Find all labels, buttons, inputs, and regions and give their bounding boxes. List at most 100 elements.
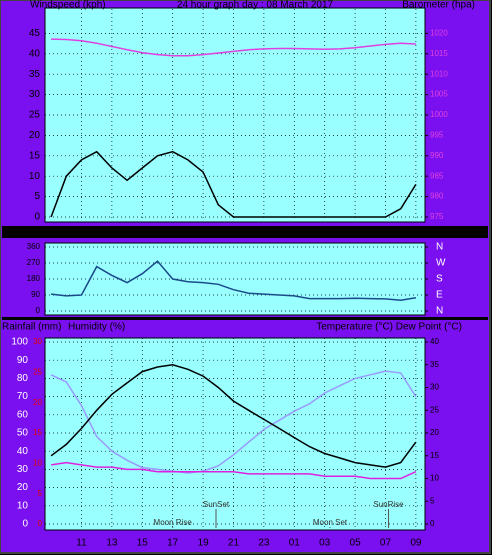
y2-tick-label: 25 xyxy=(430,405,439,414)
rain-tick-label: 5 xyxy=(38,489,43,498)
y2-tick-label: 1005 xyxy=(430,90,448,99)
y2-tick-label: 980 xyxy=(430,192,444,201)
x-tick-label: 11 xyxy=(76,538,87,549)
x-tick-label: 01 xyxy=(289,229,301,240)
x-tick-label: 03 xyxy=(319,229,331,240)
y-tick-label: 0 xyxy=(34,212,40,223)
y2-tick-label: 20 xyxy=(430,428,439,437)
y2-tick-label: N xyxy=(436,242,443,253)
annotation: Moon Set xyxy=(313,518,348,527)
y2-tick-label: 1020 xyxy=(430,29,448,38)
y-tick-label: 360 xyxy=(27,242,41,251)
divider xyxy=(2,226,488,238)
y-tick-label: 180 xyxy=(27,274,41,283)
series-line xyxy=(51,260,417,302)
series-line xyxy=(50,364,417,468)
y2-tick-label: 40 xyxy=(430,337,439,346)
y-tick-label: 25 xyxy=(29,110,41,121)
y-tick-label: 80 xyxy=(17,373,29,384)
y-tick-label: 0 xyxy=(22,519,28,530)
rain-tick-label: 15 xyxy=(33,428,42,437)
x-tick-label: 23 xyxy=(258,229,270,240)
y2-axis-label: Barometer (hpa) xyxy=(402,0,475,11)
annotation: Moon Rise xyxy=(154,518,193,527)
y2-tick-label: 5 xyxy=(430,496,435,505)
series-line xyxy=(50,370,417,474)
x-tick-label: 15 xyxy=(137,538,149,549)
x-tick-label: 15 xyxy=(137,229,149,240)
x-tick-label: 05 xyxy=(350,229,362,240)
y2-tick-label: 1010 xyxy=(430,69,448,78)
y-tick-label: 70 xyxy=(17,391,29,402)
y2-tick-label: 35 xyxy=(430,360,439,369)
plot-area xyxy=(44,337,426,531)
y-tick-label: 35 xyxy=(29,69,41,80)
y-tick-label: 20 xyxy=(17,482,29,493)
y2-tick-label: 30 xyxy=(430,383,439,392)
divider xyxy=(2,317,488,320)
y-axis-label: Humidity (%) xyxy=(68,322,125,333)
series-line xyxy=(51,38,416,57)
y-tick-label: 40 xyxy=(29,48,41,59)
annotation: SunSet xyxy=(203,500,230,509)
rain-tick-label: 25 xyxy=(33,367,42,376)
y-tick-label: 10 xyxy=(29,171,41,182)
x-tick-label: 09 xyxy=(410,538,422,549)
y-tick-label: 20 xyxy=(29,130,41,141)
y-tick-label: 30 xyxy=(17,464,29,475)
y2-tick-label: 995 xyxy=(430,131,444,140)
y-tick-label: 60 xyxy=(17,409,29,420)
chart-title: 24 hour graph day : 08 March 2017 xyxy=(177,0,334,11)
y-tick-label: 90 xyxy=(31,290,40,299)
x-tick-label: 09 xyxy=(410,229,422,240)
y2-tick-label: S xyxy=(436,274,443,285)
y-tick-label: 0 xyxy=(36,306,41,315)
y-tick-label: 40 xyxy=(17,446,29,457)
x-tick-label: 03 xyxy=(319,538,331,549)
series-line xyxy=(50,461,417,480)
y-tick-label: 90 xyxy=(17,355,29,366)
x-tick-label: 11 xyxy=(76,229,87,240)
x-tick-label: 01 xyxy=(289,538,301,549)
rain-tick-label: 0 xyxy=(38,519,43,528)
y2-tick-label: W xyxy=(436,258,446,269)
y2-tick-label: 0 xyxy=(430,519,435,528)
series-line xyxy=(50,150,417,218)
x-tick-label: 07 xyxy=(380,229,392,240)
y-tick-label: 100 xyxy=(11,337,28,348)
x-tick-label: 21 xyxy=(228,229,240,240)
rain-tick-label: 10 xyxy=(33,458,42,467)
x-tick-label: 17 xyxy=(167,538,179,549)
annotation: SunRise xyxy=(373,500,404,509)
y-tick-label: 270 xyxy=(27,258,41,267)
x-tick-label: 19 xyxy=(198,229,210,240)
rain-axis-label: Rainfall (mm) xyxy=(2,322,61,333)
x-tick-label: 13 xyxy=(106,538,118,549)
x-tick-label: 17 xyxy=(167,229,179,240)
rain-tick-label: 30 xyxy=(33,337,42,346)
y-tick-label: 45 xyxy=(29,28,41,39)
x-tick-label: 21 xyxy=(228,538,240,549)
x-tick-label: 05 xyxy=(350,538,362,549)
y-tick-label: 5 xyxy=(34,191,40,202)
y2-tick-label: 990 xyxy=(430,151,444,160)
y2-axis-label: Temperature (°C) xyxy=(316,322,393,333)
x-tick-label: 13 xyxy=(106,229,118,240)
y-axis-label: Windspeed (kph) xyxy=(30,0,106,11)
y2-tick-label: E xyxy=(436,290,443,301)
y2-tick-label: N xyxy=(436,306,443,317)
y2-tick-label: 985 xyxy=(430,171,444,180)
y-tick-label: 30 xyxy=(29,89,41,100)
y-tick-label: 10 xyxy=(17,500,29,511)
rain-tick-label: 20 xyxy=(33,398,42,407)
x-tick-label: 23 xyxy=(258,538,270,549)
y-tick-label: 15 xyxy=(29,150,41,161)
x-tick-label: 19 xyxy=(198,538,210,549)
y2-tick-label: 1000 xyxy=(430,110,448,119)
y2-tick-label: 975 xyxy=(430,212,444,221)
y2-tick-label: 1015 xyxy=(430,49,448,58)
y2-tick-label: 15 xyxy=(430,451,439,460)
y-tick-label: 50 xyxy=(17,428,29,439)
y2-tick-label: 10 xyxy=(430,474,439,483)
